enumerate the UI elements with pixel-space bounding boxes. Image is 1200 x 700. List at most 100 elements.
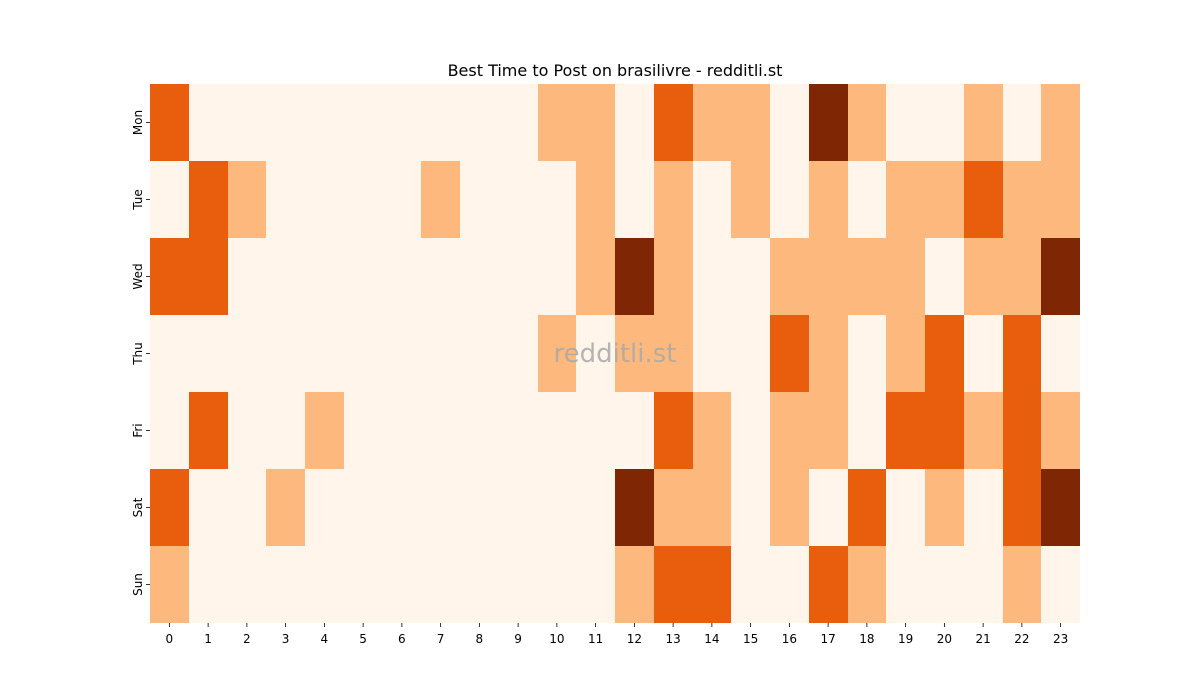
heatmap-cell-fri-1 <box>189 392 228 469</box>
heatmap-cell-tue-23 <box>1041 161 1080 238</box>
heatmap-cell-wed-3 <box>266 238 305 315</box>
heatmap-cell-mon-13 <box>654 84 693 161</box>
heatmap-cell-thu-12 <box>615 315 654 392</box>
heatmap-cell-wed-1 <box>189 238 228 315</box>
heatmap-cell-sun-5 <box>344 546 383 623</box>
heatmap-cell-sat-12 <box>615 469 654 546</box>
heatmap-cell-fri-12 <box>615 392 654 469</box>
heatmap-cell-sun-13 <box>654 546 693 623</box>
heatmap-cell-sat-10 <box>538 469 576 546</box>
heatmap-cell-thu-4 <box>305 315 344 392</box>
heatmap-cell-fri-0 <box>150 392 189 469</box>
heatmap-cell-tue-12 <box>615 161 654 238</box>
y-tick-label: Wed <box>131 263 145 289</box>
y-tick-label: Mon <box>131 110 145 135</box>
heatmap-cell-thu-6 <box>383 315 421 392</box>
heatmap-cell-thu-19 <box>886 315 925 392</box>
heatmap-cell-sat-5 <box>344 469 383 546</box>
heatmap-cell-mon-5 <box>344 84 383 161</box>
heatmap-cell-sun-23 <box>1041 546 1080 623</box>
x-tick-label: 4 <box>321 632 329 646</box>
heatmap-cell-mon-23 <box>1041 84 1080 161</box>
heatmap-cell-mon-19 <box>886 84 925 161</box>
heatmap-cell-wed-8 <box>460 238 499 315</box>
heatmap-cell-sat-4 <box>305 469 344 546</box>
heatmap-cell-mon-20 <box>925 84 964 161</box>
heatmap-cell-fri-22 <box>1003 392 1041 469</box>
heatmap-cell-sun-17 <box>809 546 848 623</box>
heatmap-cell-mon-7 <box>421 84 460 161</box>
heatmap-cell-thu-21 <box>964 315 1003 392</box>
heatmap-cell-sat-6 <box>383 469 421 546</box>
heatmap-cell-mon-1 <box>189 84 228 161</box>
heatmap-cell-tue-17 <box>809 161 848 238</box>
heatmap-cell-sat-15 <box>731 469 770 546</box>
heatmap-cell-wed-18 <box>848 238 886 315</box>
heatmap-cell-tue-20 <box>925 161 964 238</box>
heatmap-cell-sun-19 <box>886 546 925 623</box>
heatmap-cell-tue-2 <box>228 161 266 238</box>
heatmap-cell-sat-0 <box>150 469 189 546</box>
heatmap-cell-thu-23 <box>1041 315 1080 392</box>
heatmap-cell-tue-21 <box>964 161 1003 238</box>
y-tick-label: Thu <box>131 342 145 366</box>
y-tick-label: Sun <box>131 573 145 596</box>
heatmap-cell-mon-2 <box>228 84 266 161</box>
heatmap-cell-fri-13 <box>654 392 693 469</box>
heatmap-cell-sun-2 <box>228 546 266 623</box>
heatmap-cell-wed-11 <box>576 238 615 315</box>
heatmap-cell-fri-9 <box>499 392 538 469</box>
heatmap-cell-thu-3 <box>266 315 305 392</box>
heatmap-cell-thu-8 <box>460 315 499 392</box>
heatmap-cell-wed-22 <box>1003 238 1041 315</box>
heatmap-cell-sat-22 <box>1003 469 1041 546</box>
heatmap-cell-mon-6 <box>383 84 421 161</box>
heatmap-cell-mon-10 <box>538 84 576 161</box>
heatmap-cell-thu-15 <box>731 315 770 392</box>
heatmap-cell-thu-2 <box>228 315 266 392</box>
heatmap-cell-sat-13 <box>654 469 693 546</box>
heatmap-cell-fri-15 <box>731 392 770 469</box>
heatmap-cell-wed-2 <box>228 238 266 315</box>
heatmap-cell-sun-8 <box>460 546 499 623</box>
heatmap-cell-sat-17 <box>809 469 848 546</box>
heatmap-cell-thu-17 <box>809 315 848 392</box>
heatmap-cell-thu-10 <box>538 315 576 392</box>
heatmap-cells <box>150 84 1080 623</box>
heatmap-cell-tue-22 <box>1003 161 1041 238</box>
heatmap-cell-fri-7 <box>421 392 460 469</box>
heatmap-cell-thu-5 <box>344 315 383 392</box>
heatmap-cell-tue-14 <box>693 161 731 238</box>
x-tick-label: 6 <box>398 632 406 646</box>
x-tick-label: 12 <box>627 632 642 646</box>
heatmap-cell-thu-13 <box>654 315 693 392</box>
heatmap-cell-sun-14 <box>693 546 731 623</box>
heatmap-cell-wed-7 <box>421 238 460 315</box>
heatmap-cell-tue-7 <box>421 161 460 238</box>
heatmap-cell-wed-14 <box>693 238 731 315</box>
heatmap-cell-tue-10 <box>538 161 576 238</box>
heatmap-cell-fri-11 <box>576 392 615 469</box>
y-axis-ticks: Mon Tue Wed Thu Fri Sat Sun <box>131 110 150 596</box>
heatmap-cell-wed-23 <box>1041 238 1080 315</box>
heatmap-cell-sat-14 <box>693 469 731 546</box>
x-tick-label: 15 <box>743 632 758 646</box>
x-tick-label: 20 <box>937 632 952 646</box>
heatmap-cell-mon-16 <box>770 84 809 161</box>
heatmap-cell-sun-20 <box>925 546 964 623</box>
x-tick-label: 22 <box>1014 632 1029 646</box>
x-tick-label: 2 <box>243 632 251 646</box>
heatmap-cell-wed-13 <box>654 238 693 315</box>
x-tick-label: 1 <box>204 632 212 646</box>
heatmap-cell-thu-1 <box>189 315 228 392</box>
watermark: redditli.st <box>554 339 677 369</box>
heatmap-cell-fri-2 <box>228 392 266 469</box>
heatmap-cell-mon-4 <box>305 84 344 161</box>
heatmap-cell-wed-4 <box>305 238 344 315</box>
heatmap-cell-mon-21 <box>964 84 1003 161</box>
heatmap-cell-tue-13 <box>654 161 693 238</box>
heatmap-cell-fri-20 <box>925 392 964 469</box>
x-tick-label: 10 <box>549 632 564 646</box>
heatmap-cell-sun-15 <box>731 546 770 623</box>
